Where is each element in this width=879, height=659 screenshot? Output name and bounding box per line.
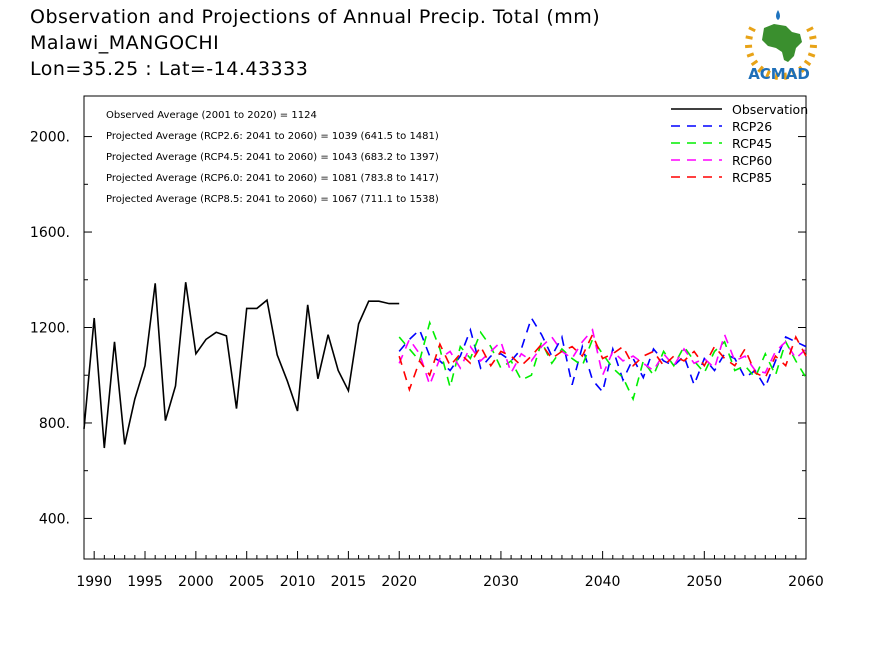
x-tick-label: 2050 bbox=[686, 574, 722, 590]
x-tick-label: 2005 bbox=[229, 574, 265, 590]
sun-ray bbox=[765, 70, 771, 78]
africa-map-icon bbox=[762, 24, 802, 62]
series-line-rcp60 bbox=[398, 328, 807, 388]
x-tick-label: 2010 bbox=[280, 574, 316, 590]
logo-text: ACMAD bbox=[748, 65, 810, 83]
water-drop-icon bbox=[776, 10, 780, 20]
y-tick-label: 2000. bbox=[30, 130, 70, 146]
series-line-rcp45 bbox=[398, 320, 807, 402]
x-tick-label: 2060 bbox=[788, 574, 824, 590]
sun-ray bbox=[745, 35, 753, 40]
sun-ray bbox=[809, 35, 817, 40]
sun-ray bbox=[803, 59, 812, 67]
station-coordinates: Lon=35.25 : Lat=-14.43333 bbox=[30, 58, 309, 80]
sun-ray bbox=[807, 52, 816, 58]
sun-ray bbox=[744, 44, 753, 49]
x-tick-label: 2040 bbox=[585, 574, 621, 590]
sun-ray bbox=[750, 59, 759, 67]
legend-label-rcp45: RCP45 bbox=[732, 136, 772, 151]
y-tick-label: 1200. bbox=[30, 321, 70, 337]
x-tick-label: 2015 bbox=[331, 574, 367, 590]
chart-title: Observation and Projections of Annual Pr… bbox=[30, 6, 601, 28]
x-tick-label: 2030 bbox=[483, 574, 519, 590]
sun-ray bbox=[774, 72, 779, 80]
series-line-observation bbox=[83, 282, 400, 449]
legend-label-rcp85: RCP85 bbox=[732, 170, 772, 185]
legend-label-observation: Observation bbox=[732, 102, 808, 117]
sun-ray bbox=[746, 52, 755, 58]
average-annotation: Projected Average (RCP8.5: 2041 to 2060)… bbox=[106, 194, 439, 205]
acmad-logo: ACMAD bbox=[734, 6, 824, 84]
x-tick-label: 1995 bbox=[127, 574, 163, 590]
station-name: Malawi_MANGOCHI bbox=[30, 32, 220, 54]
average-annotation: Projected Average (RCP6.0: 2041 to 2060)… bbox=[106, 173, 439, 184]
legend-label-rcp26: RCP26 bbox=[732, 119, 772, 134]
x-tick-label: 2000 bbox=[178, 574, 214, 590]
y-tick-label: 400. bbox=[39, 511, 70, 527]
average-annotation: Observed Average (2001 to 2020) = 1124 bbox=[106, 110, 317, 121]
x-tick-label: 2020 bbox=[381, 574, 417, 590]
y-tick-label: 800. bbox=[39, 416, 70, 432]
sun-ray bbox=[809, 44, 818, 49]
sun-ray bbox=[806, 26, 814, 33]
series-line-rcp26 bbox=[398, 316, 807, 394]
y-tick-label: 1600. bbox=[30, 225, 70, 241]
sun-ray bbox=[791, 70, 797, 78]
sun-ray bbox=[757, 65, 764, 73]
sun-ray bbox=[798, 65, 805, 73]
average-annotation: Projected Average (RCP2.6: 2041 to 2060)… bbox=[106, 131, 439, 142]
average-annotation: Projected Average (RCP4.5: 2041 to 2060)… bbox=[106, 152, 439, 163]
sun-ray bbox=[783, 72, 788, 80]
sun-ray bbox=[748, 26, 756, 33]
legend-label-rcp60: RCP60 bbox=[732, 153, 772, 168]
series-line-rcp85 bbox=[398, 332, 807, 393]
sun-rays-icon bbox=[744, 26, 818, 80]
x-tick-label: 1990 bbox=[76, 574, 112, 590]
